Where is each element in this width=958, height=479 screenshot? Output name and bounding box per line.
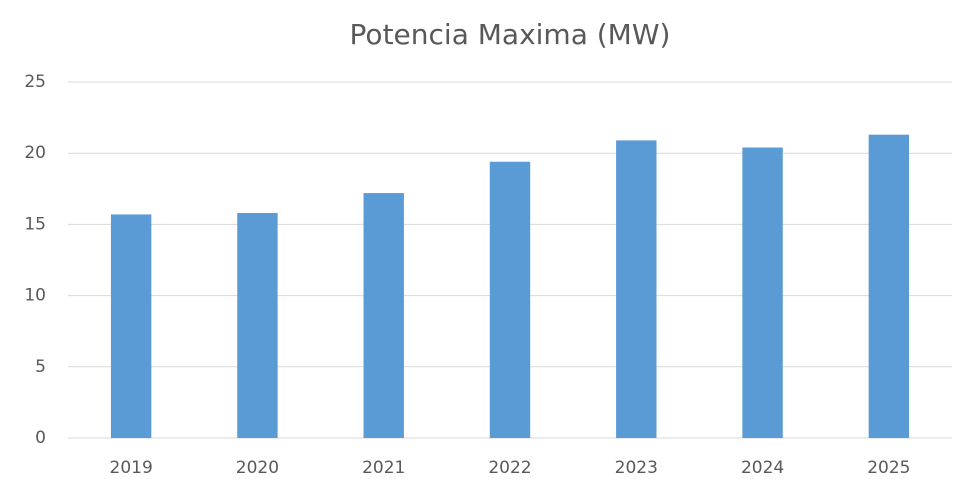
chart-title: Potencia Maxima (MW): [350, 18, 671, 51]
bar: [868, 134, 910, 439]
x-tick-label: 2021: [362, 458, 405, 478]
bar: [363, 193, 404, 438]
x-tick-label: 2024: [741, 458, 784, 478]
y-tick-label: 25: [24, 72, 46, 92]
y-tick-label: 0: [35, 428, 46, 448]
bar: [742, 147, 783, 438]
y-tick-label: 20: [24, 143, 46, 163]
bar: [489, 161, 531, 438]
bar: [110, 214, 152, 438]
y-tick-label: 5: [35, 357, 46, 377]
y-tick-label: 15: [24, 214, 46, 234]
y-tick-label: 10: [24, 286, 46, 306]
x-tick-label: 2022: [488, 458, 531, 478]
x-tick-label: 2023: [615, 458, 658, 478]
x-tick-label: 2025: [867, 458, 910, 478]
bar: [616, 140, 657, 438]
x-tick-label: 2020: [236, 458, 279, 478]
x-tick-label: 2019: [110, 458, 153, 478]
bar: [237, 213, 278, 438]
